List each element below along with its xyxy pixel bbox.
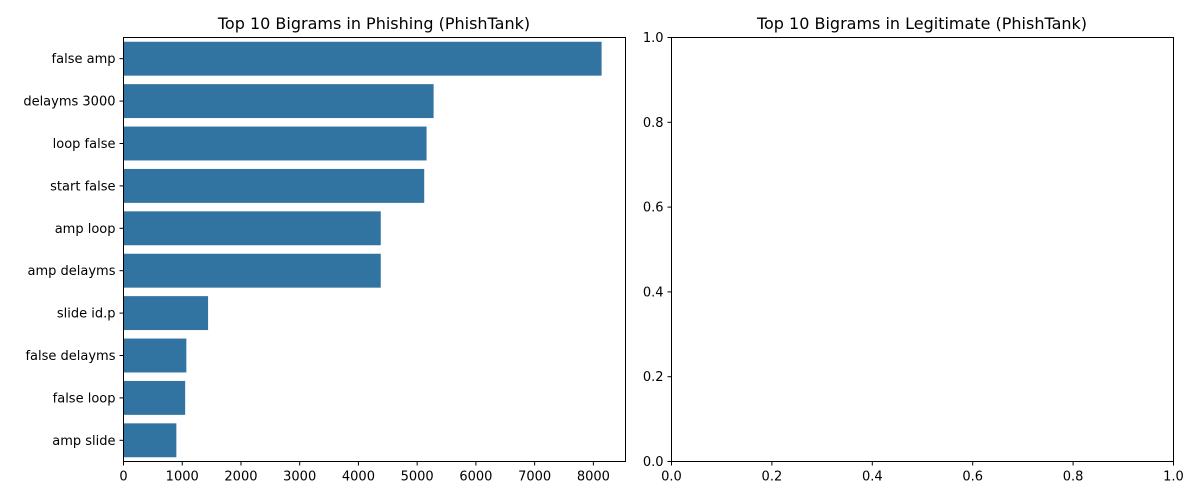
x-tick-label: 0.2 xyxy=(762,470,783,485)
bar xyxy=(123,253,381,288)
x-tick-label: 0.6 xyxy=(962,470,983,485)
x-tick-label: 7000 xyxy=(518,470,551,485)
y-tick-label: amp slide xyxy=(52,434,115,449)
x-tick-label: 3000 xyxy=(283,470,316,485)
y-tick-label: 0.6 xyxy=(643,201,664,216)
bar-series xyxy=(123,41,602,458)
bar xyxy=(123,211,381,246)
x-tick-label: 0 xyxy=(119,470,127,485)
y-tick-label: false amp xyxy=(52,52,116,67)
y-tick-label: delayms 3000 xyxy=(23,95,115,110)
y-tick-label: false delayms xyxy=(25,349,115,364)
plot-frame xyxy=(671,37,1174,462)
x-tick-label: 0.4 xyxy=(862,470,883,485)
bar xyxy=(123,84,434,119)
y-axis-ticks: 0.0 0.2 0.4 0.6 0.8 1.0 xyxy=(643,31,672,470)
chart-title: Top 10 Bigrams in Legitimate (PhishTank) xyxy=(756,14,1087,33)
bar xyxy=(123,168,425,203)
legitimate-bigrams-chart: Top 10 Bigrams in Legitimate (PhishTank)… xyxy=(643,14,1184,485)
x-tick-label: 0.0 xyxy=(661,470,682,485)
x-tick-label: 8000 xyxy=(577,470,610,485)
y-tick-label: 1.0 xyxy=(643,31,664,46)
x-tick-label: 0.8 xyxy=(1063,470,1084,485)
bar xyxy=(123,380,186,415)
y-tick-label: 0.4 xyxy=(643,285,664,300)
y-tick-labels: false amp delayms 3000 loop false start fal… xyxy=(23,52,124,449)
x-tick-label: 6000 xyxy=(459,470,492,485)
x-tick-label: 5000 xyxy=(401,470,434,485)
y-tick-label: slide id.p xyxy=(57,307,116,322)
x-axis-ticks: 0.0 0.2 0.4 0.6 0.8 1.0 xyxy=(661,461,1184,485)
x-tick-label: 1.0 xyxy=(1163,470,1184,485)
phishing-bigrams-chart: Top 10 Bigrams in Phishing (PhishTank) f… xyxy=(23,14,626,485)
y-tick-label: 0.0 xyxy=(643,455,664,470)
y-tick-label: start false xyxy=(50,179,115,194)
y-tick-label: amp loop xyxy=(55,222,116,237)
y-tick-label: amp delayms xyxy=(28,264,116,279)
bar xyxy=(123,423,177,458)
bar xyxy=(123,296,209,331)
y-tick-label: false loop xyxy=(53,391,116,406)
bar xyxy=(123,126,427,161)
bar xyxy=(123,41,602,76)
y-tick-label: 0.8 xyxy=(643,116,664,131)
y-tick-label: loop false xyxy=(53,137,116,152)
x-tick-label: 2000 xyxy=(224,470,257,485)
chart-title: Top 10 Bigrams in Phishing (PhishTank) xyxy=(217,14,530,33)
x-tick-label: 4000 xyxy=(342,470,375,485)
y-tick-label: 0.2 xyxy=(643,370,664,385)
x-axis-ticks: 0 1000 2000 3000 4000 5000 6000 7000 8000 xyxy=(119,461,610,485)
plot-frame xyxy=(123,37,626,462)
x-tick-label: 1000 xyxy=(166,470,199,485)
bar xyxy=(123,338,187,373)
